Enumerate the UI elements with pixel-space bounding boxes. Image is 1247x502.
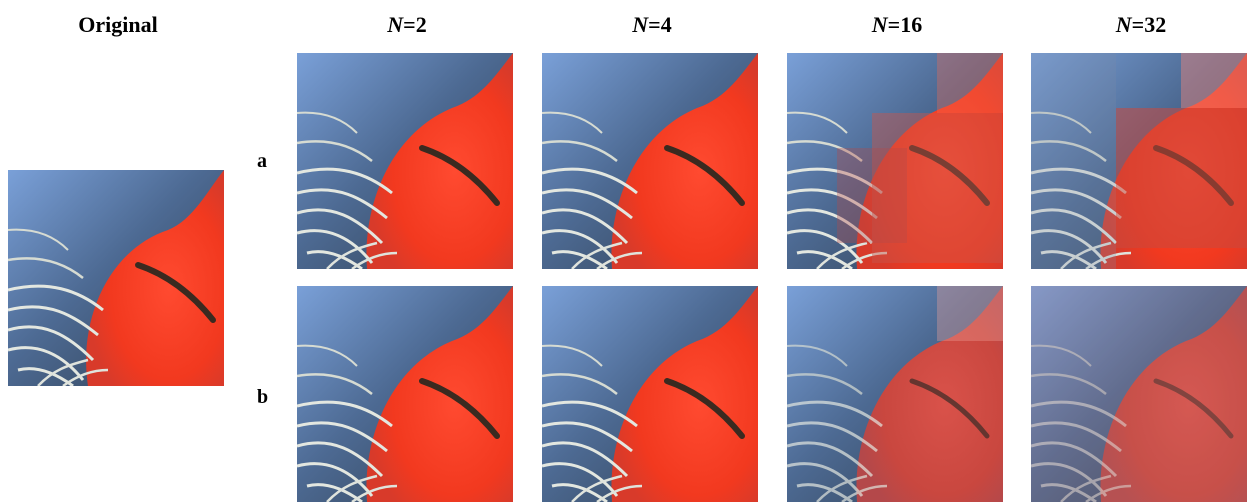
header-n16: N=16	[787, 10, 1007, 40]
row-label-b: b	[257, 386, 269, 408]
image-b-n32	[1031, 286, 1247, 502]
header-n32-value: =32	[1131, 12, 1167, 37]
header-n4: N=4	[542, 10, 762, 40]
image-b-n16	[787, 286, 1003, 502]
image-original	[8, 170, 224, 386]
header-n32-variable: N	[1115, 12, 1132, 37]
header-original: Original	[78, 12, 158, 37]
header-n4-value: =4	[648, 12, 672, 37]
header-n2-value: =2	[403, 12, 427, 37]
image-a-n2	[297, 53, 513, 269]
image-a-n32	[1031, 53, 1247, 269]
header-n4-variable: N	[632, 12, 649, 37]
image-a-n4	[542, 53, 758, 269]
header-n2: N=2	[297, 10, 517, 40]
header-n32: N=32	[1031, 10, 1247, 40]
image-a-n16	[787, 53, 1003, 269]
row-label-a: a	[257, 150, 267, 172]
header-n16-value: =16	[887, 12, 923, 37]
image-b-n2	[297, 286, 513, 502]
header-n2-variable: N	[387, 12, 404, 37]
header-n16-variable: N	[871, 12, 888, 37]
image-b-n4	[542, 286, 758, 502]
